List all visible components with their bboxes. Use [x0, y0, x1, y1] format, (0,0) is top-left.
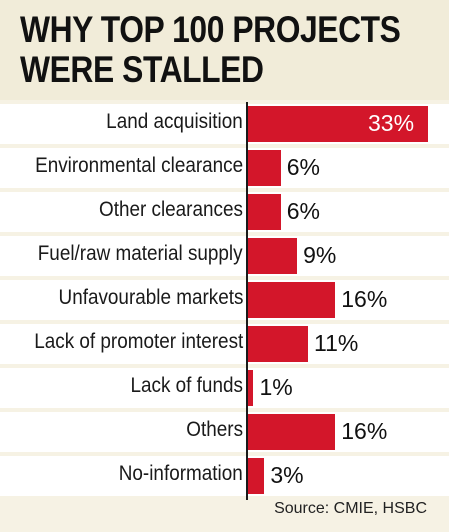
category-label: No-information: [119, 462, 243, 485]
bar: [248, 150, 281, 186]
category-label: Unfavourable markets: [58, 286, 243, 309]
value-label: 1%: [259, 374, 293, 400]
bar: [248, 106, 428, 142]
value-label: 16%: [341, 418, 388, 444]
bar: [248, 458, 265, 494]
bar: [248, 370, 254, 406]
title-band: WHY TOP 100 PROJECTS WERE STALLED: [0, 0, 449, 100]
category-label: Lack of promoter interest: [33, 330, 243, 353]
value-label: 3%: [270, 462, 304, 488]
source-note: Source: CMIE, HSBC: [274, 500, 427, 517]
value-label: 6%: [286, 198, 320, 224]
row-background: [0, 192, 449, 232]
bar: [248, 282, 336, 318]
category-label: Lack of funds: [130, 374, 243, 397]
chart-title-line-1: WHY TOP 100 PROJECTS: [20, 9, 401, 50]
row-background: [0, 412, 449, 452]
category-label: Environmental clearance: [34, 154, 243, 177]
bar: [248, 238, 298, 274]
row-background: [0, 236, 449, 276]
row-background: [0, 324, 449, 364]
category-label: Land acquisition: [106, 110, 243, 133]
category-label: Other clearances: [99, 198, 243, 221]
bar: [248, 194, 281, 230]
value-label: 33%: [368, 110, 415, 136]
row-background: [0, 368, 449, 408]
row-background: [0, 456, 449, 496]
value-label: 6%: [286, 154, 320, 180]
value-label: 9%: [303, 242, 337, 268]
value-label: 16%: [341, 286, 388, 312]
value-label: 11%: [314, 330, 359, 356]
row-background: [0, 280, 449, 320]
row-background: [0, 148, 449, 188]
bar: [248, 414, 336, 450]
category-axis: [246, 102, 248, 500]
bar: [248, 326, 308, 362]
chart-title-line-2: WERE STALLED: [20, 49, 264, 90]
category-label: Others: [186, 418, 243, 441]
category-label: Fuel/raw material supply: [38, 242, 243, 265]
